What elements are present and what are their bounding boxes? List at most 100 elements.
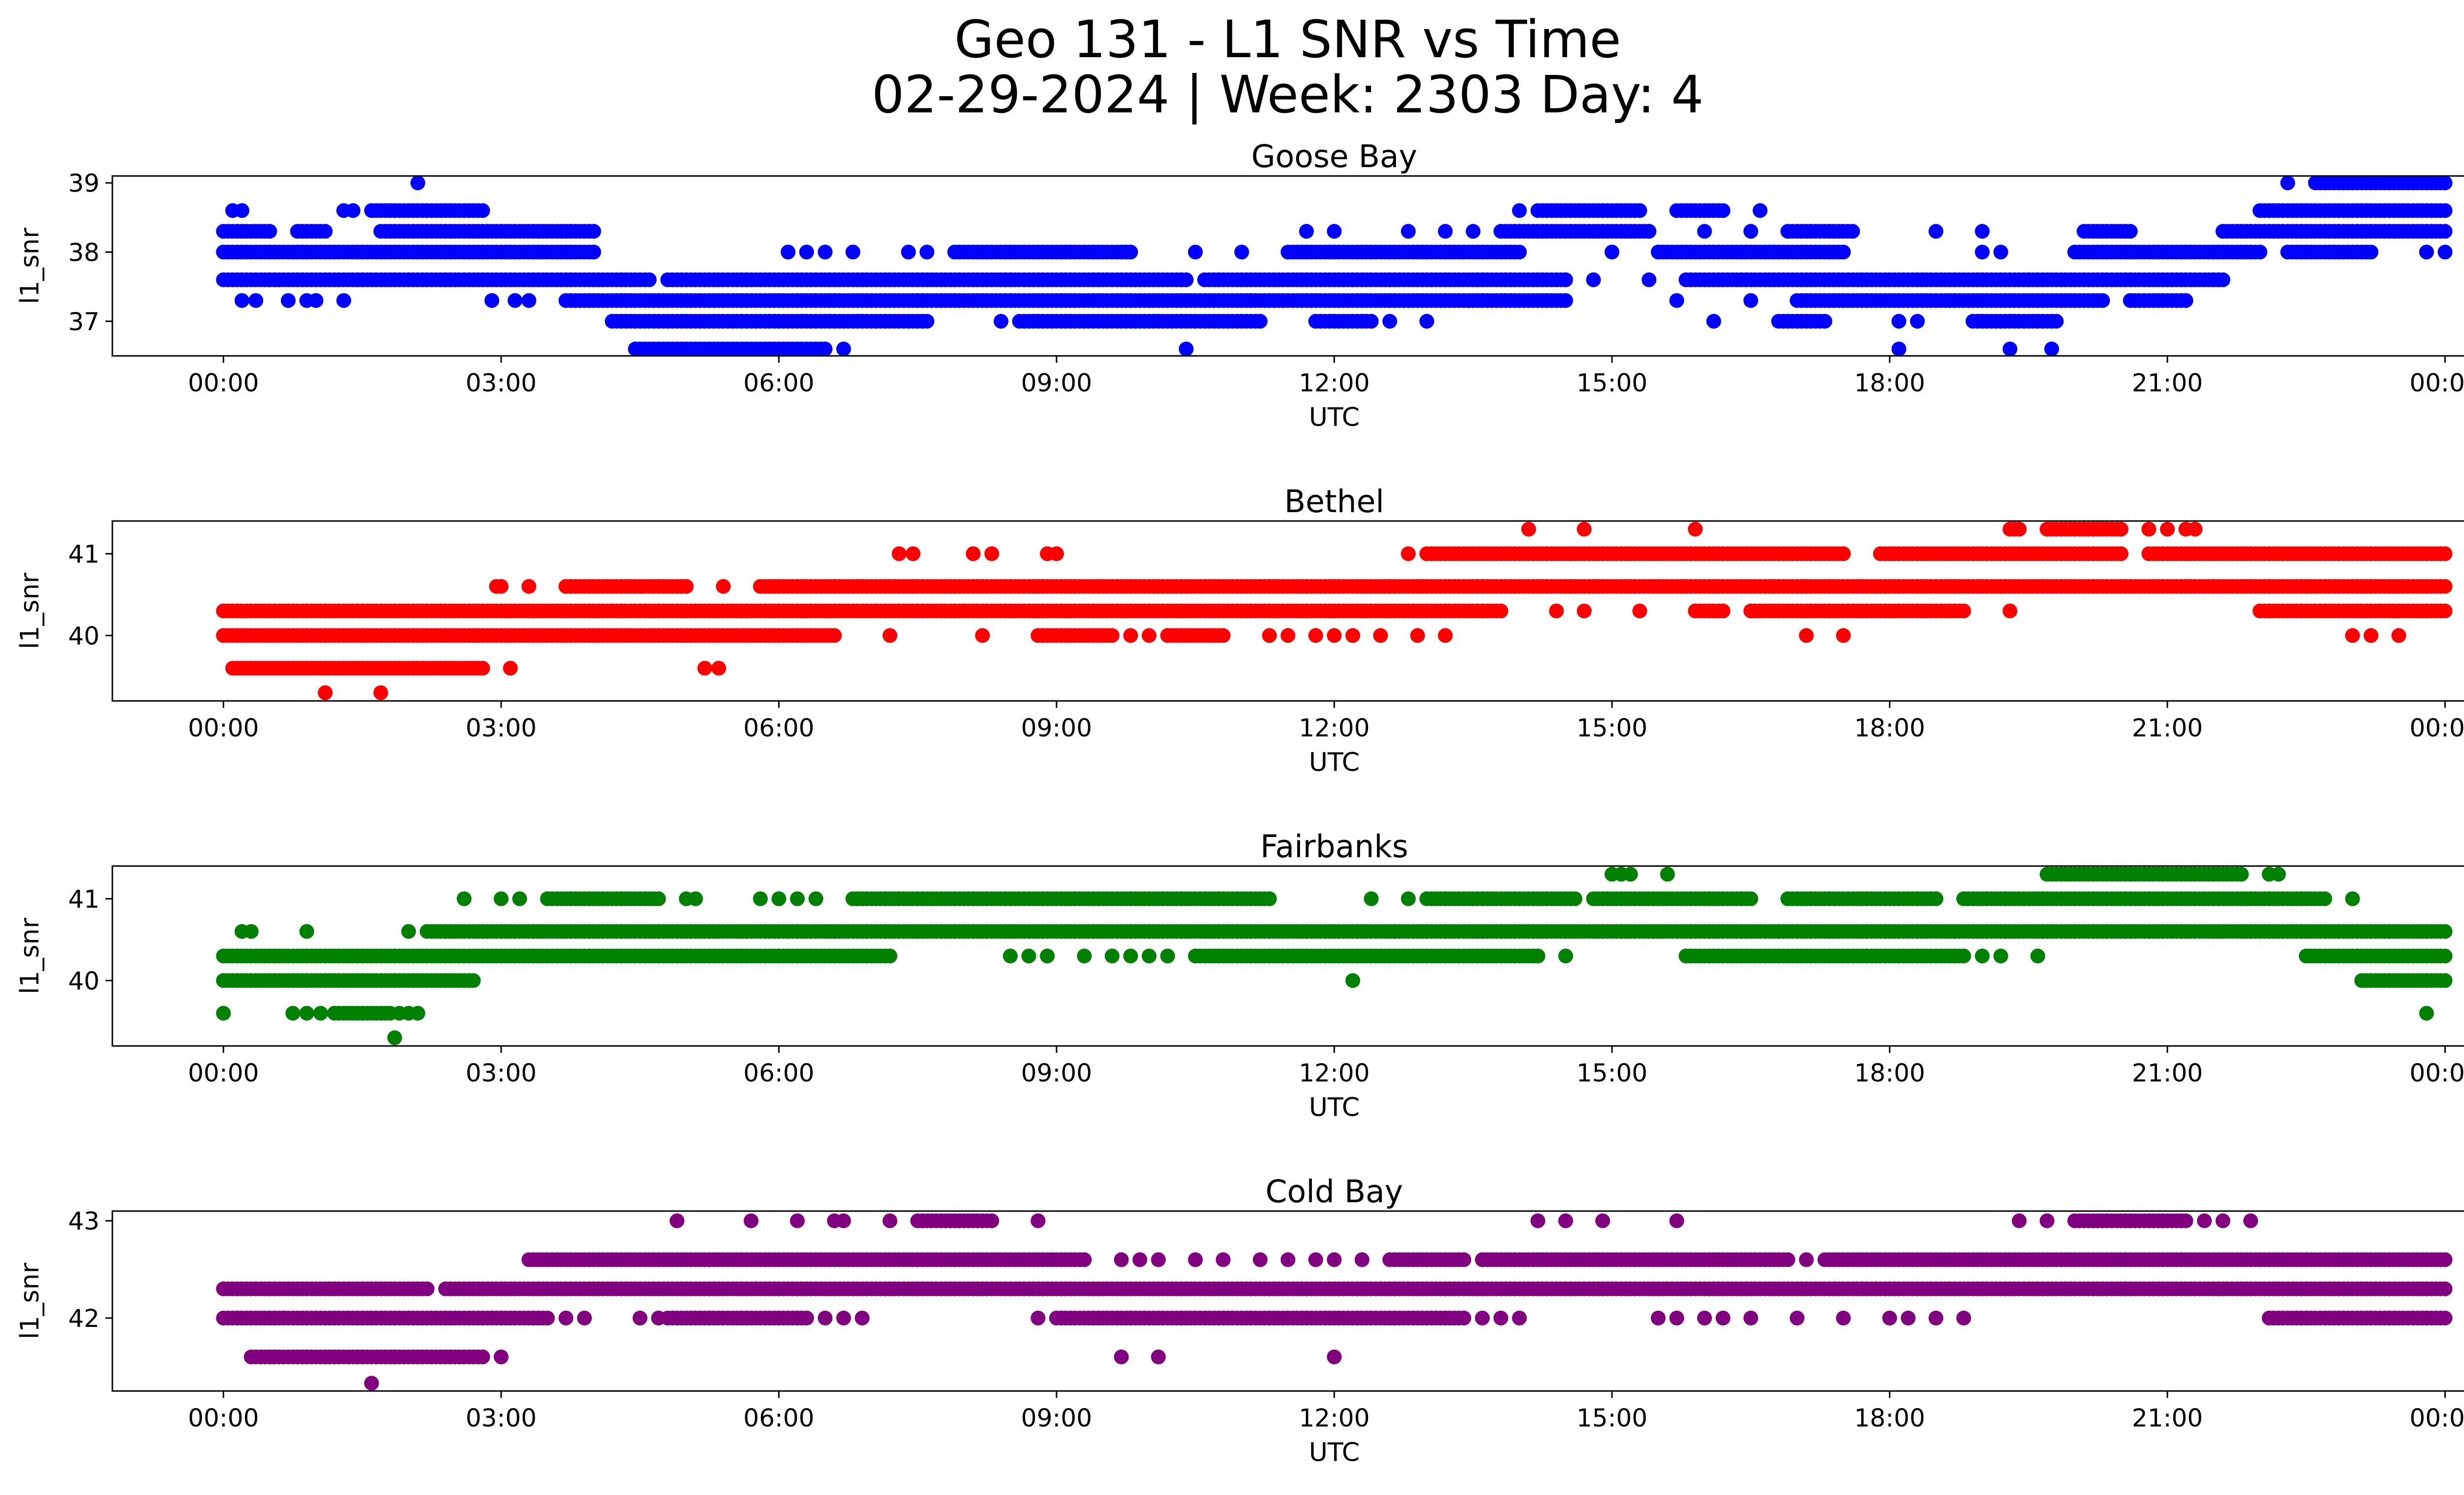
goose-bay-x-tick-label: 21:00 (2132, 369, 2203, 397)
bethel-marker (1216, 628, 1231, 643)
goose-bay-marker (1928, 224, 1944, 239)
goose-bay-marker (1327, 244, 1342, 260)
fairbanks-marker (1262, 891, 1277, 906)
fairbanks-marker (2030, 948, 2046, 964)
bethel-y-tick-label: 41 (68, 540, 100, 568)
fairbanks-marker (1345, 973, 1361, 988)
bethel-marker (1437, 628, 1453, 643)
cold-bay-marker (493, 1349, 509, 1364)
bethel-marker (1373, 628, 1388, 643)
bethel-marker (2437, 546, 2453, 561)
fairbanks-marker (285, 1006, 301, 1021)
bethel-marker (1836, 546, 1851, 561)
bethel-marker (1493, 603, 1508, 619)
goose-bay-marker (280, 293, 296, 308)
bethel-x-tick-label: 18:00 (1854, 714, 1925, 742)
bethel-marker (711, 661, 726, 676)
bethel-marker (1104, 628, 1120, 643)
bethel-x-tick-label: 15:00 (1576, 714, 1647, 742)
cold-bay-marker (836, 1311, 851, 1325)
fairbanks-marker (651, 891, 666, 906)
fairbanks-markers (216, 867, 2453, 1045)
goose-bay-y-axis-label: l1_snr (15, 227, 45, 304)
cold-bay-marker (1475, 1311, 1490, 1325)
fairbanks-marker (1141, 948, 1157, 964)
goose-bay-marker (920, 313, 934, 329)
fairbanks-marker (512, 891, 527, 906)
fairbanks-marker (808, 891, 823, 906)
goose-bay-marker (2437, 224, 2453, 239)
bethel-x-tick-label: 00:00 (188, 714, 259, 742)
fairbanks-marker (2271, 867, 2286, 882)
fairbanks-y-tick-label: 40 (68, 967, 100, 995)
goose-bay-marker (308, 293, 324, 308)
fairbanks-marker (1040, 948, 1055, 964)
goose-bay-marker (1697, 224, 1712, 239)
cold-bay-marker (1327, 1349, 1342, 1364)
bethel-marker (1401, 546, 1416, 561)
cold-bay-title: Cold Bay (1266, 1174, 1403, 1210)
goose-bay-marker (1558, 293, 1574, 308)
bethel-marker (1410, 628, 1425, 643)
cold-bay-marker (799, 1311, 814, 1325)
fairbanks-marker (387, 1030, 402, 1045)
bethel-marker (2437, 603, 2453, 619)
bethel-marker (2141, 522, 2156, 537)
bethel-marker (2114, 546, 2129, 561)
bethel-marker (1280, 628, 1296, 643)
fairbanks-marker (493, 891, 509, 906)
goose-bay-marker (2021, 272, 2036, 287)
cold-bay-marker (1456, 1311, 1472, 1325)
fairbanks-marker (1077, 948, 1092, 964)
fairbanks-marker (1956, 948, 1971, 964)
fairbanks-marker (1160, 948, 1175, 964)
goose-bay-marker (1752, 203, 1768, 218)
goose-bay-marker (2215, 272, 2230, 287)
bethel-marker (373, 685, 388, 700)
goose-bay-marker (1910, 313, 1925, 329)
goose-bay-marker (475, 203, 490, 218)
bethel-marker (1799, 628, 1814, 643)
bethel-marker (1956, 603, 1971, 619)
bethel-marker (1715, 603, 1731, 619)
goose-bay-x-tick-label: 03:00 (466, 369, 537, 397)
bethel-marker (1576, 522, 1592, 537)
bethel-marker (2345, 628, 2360, 643)
cold-bay-marker (1789, 1311, 1805, 1325)
bethel-marker (1141, 628, 1157, 643)
bethel-marker (2188, 522, 2203, 537)
goose-bay-y-tick-label: 38 (68, 238, 100, 267)
goose-bay-marker (781, 244, 796, 260)
goose-bay-axes-frame (111, 175, 2464, 357)
cold-bay-marker (2437, 1281, 2453, 1296)
goose-bay-x-tick-label: 18:00 (1854, 369, 1925, 397)
cold-bay-marker (2437, 1311, 2453, 1325)
goose-bay-marker (2002, 342, 2018, 356)
fairbanks-y-axis-label: l1_snr (15, 917, 45, 994)
goose-bay-marker (1836, 244, 1851, 260)
fairbanks-marker (243, 924, 259, 939)
cold-bay-marker (1715, 1311, 1731, 1325)
cold-bay-marker (651, 1311, 666, 1325)
goose-bay-marker (1669, 293, 1684, 308)
fairbanks-marker (882, 948, 897, 964)
fairbanks-marker (2419, 1006, 2434, 1021)
fairbanks-marker (456, 891, 472, 906)
cold-bay-marker (818, 1311, 833, 1325)
fairbanks-marker (688, 891, 703, 906)
goose-bay-marker (1642, 272, 1657, 287)
goose-bay-marker (1512, 203, 1527, 218)
fairbanks-marker (2345, 891, 2360, 906)
bethel-marker (1632, 603, 1647, 619)
cold-bay-marker (475, 1349, 490, 1364)
goose-bay-marker (901, 244, 916, 260)
fairbanks-marker (1123, 948, 1138, 964)
bethel-x-tick-label: 03:00 (466, 714, 537, 742)
bethel-marker (1345, 628, 1361, 643)
bethel-marker (1049, 546, 1064, 561)
cold-bay-marker (558, 1311, 574, 1325)
goose-bay-marker (1975, 224, 1990, 239)
fairbanks-marker (1567, 891, 1582, 906)
